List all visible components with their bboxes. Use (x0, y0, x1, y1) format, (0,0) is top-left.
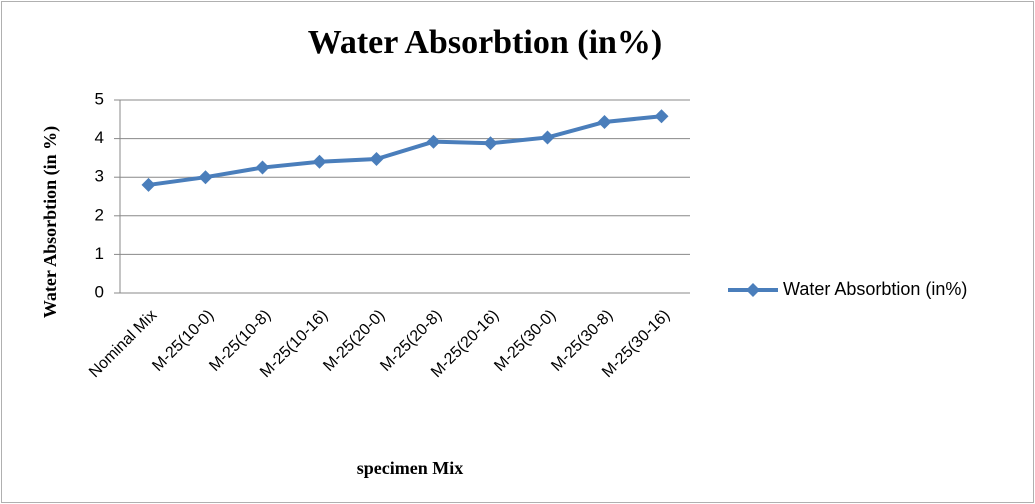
marker (312, 154, 327, 169)
marker (369, 152, 384, 167)
y-tick-label: 5 (95, 89, 104, 108)
y-tick-label: 4 (95, 128, 104, 147)
marker (255, 160, 270, 175)
marker (540, 130, 555, 145)
marker (483, 136, 498, 151)
y-tick-label: 0 (95, 282, 104, 301)
y-tick-label: 3 (95, 167, 104, 186)
x-axis-label: specimen Mix (357, 458, 463, 478)
y-tick-label: 2 (95, 205, 104, 224)
marker (141, 177, 156, 192)
legend-label: Water Absorbtion (in%) (783, 279, 967, 299)
marker (654, 109, 669, 124)
y-axis-label: Water Absorbtion (in %) (40, 126, 61, 318)
marker (426, 134, 441, 149)
marker (597, 115, 612, 130)
chart-title: Water Absorbtion (in%) (308, 24, 663, 61)
y-tick-label: 1 (95, 244, 104, 263)
marker (198, 170, 213, 185)
line (148, 114, 662, 187)
legend-marker (746, 283, 760, 297)
